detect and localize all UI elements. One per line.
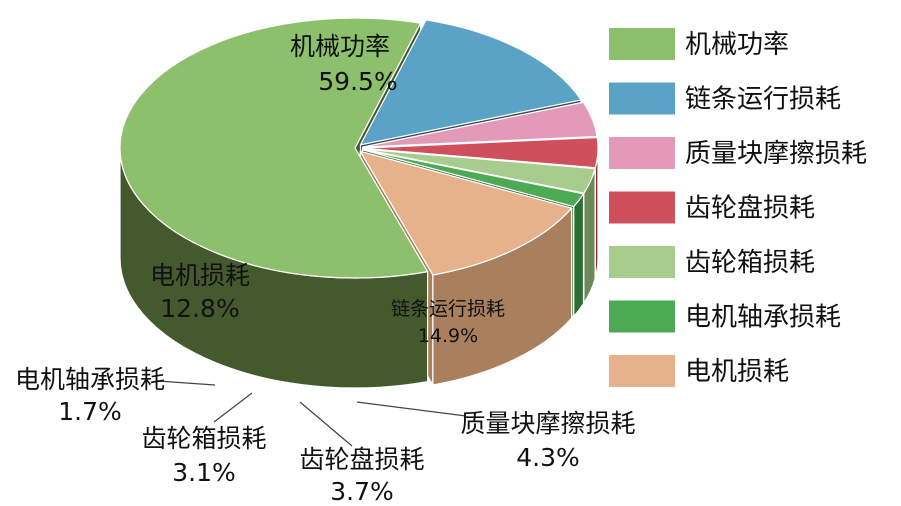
slice-5-leader-line [213,392,253,423]
slice-2-top [359,19,582,146]
slice-3-value-label: 4.3% [516,443,580,472]
leader-lines [157,380,467,447]
legend-label-1: 机械功率 [685,30,789,60]
slice-2-value-label: 14.9% [418,325,478,347]
legend-swatch-4 [609,191,675,224]
slice-4-top [362,136,599,169]
slice-5-label: 齿轮箱损耗 [141,424,266,453]
slice-1-label: 机械功率 [290,32,390,61]
slice-3-leader-line [356,401,467,417]
slice-7-value-label: 12.8% [160,294,239,323]
slice-1-value-label: 59.5% [318,67,397,96]
slice-6-top [361,149,585,208]
pie-slices [119,17,599,389]
slice-7-label: 电机损耗 [150,261,250,290]
slice-6-leader-line [157,380,216,386]
slice-7-top [359,150,573,276]
slice-4-label: 齿轮盘损耗 [299,445,424,474]
legend-swatch-2 [609,82,675,115]
slice-5-top [362,148,596,194]
legend-label-2: 链条运行损耗 [685,85,841,115]
legend-label-5: 齿轮箱损耗 [685,248,815,278]
legend-swatch-6 [609,300,675,333]
legend-label-6: 电机轴承损耗 [685,303,841,333]
legend-swatch-7 [609,355,675,387]
slice-3-top [362,101,598,148]
slice-4-value-label: 3.7% [330,477,394,506]
legend-swatch-5 [609,246,675,278]
slice-2-label: 链条运行损耗 [391,298,505,320]
slice-labels: 机械功率 59.5% 链条运行损耗 14.9% 质量块摩擦损耗 4.3% 齿轮盘损耗 3.7%… [15,32,636,506]
slice-1-top [119,17,429,279]
legend-label-7: 电机损耗 [685,357,789,387]
legend-label-3: 质量块摩擦损耗 [685,139,867,169]
slice-4-leader-line [299,401,353,447]
slice-5-value-label: 3.1% [172,458,236,487]
slice-6-label: 电机轴承损耗 [15,365,165,394]
slice-3-label: 质量块摩擦损耗 [460,409,635,438]
legend-swatch-1 [609,28,675,60]
slice-6-outer-wall [573,193,585,318]
legend-label-4: 齿轮盘损耗 [685,194,815,224]
slice-6-value-label: 1.7% [58,397,122,426]
legend-swatch-3 [609,137,675,169]
